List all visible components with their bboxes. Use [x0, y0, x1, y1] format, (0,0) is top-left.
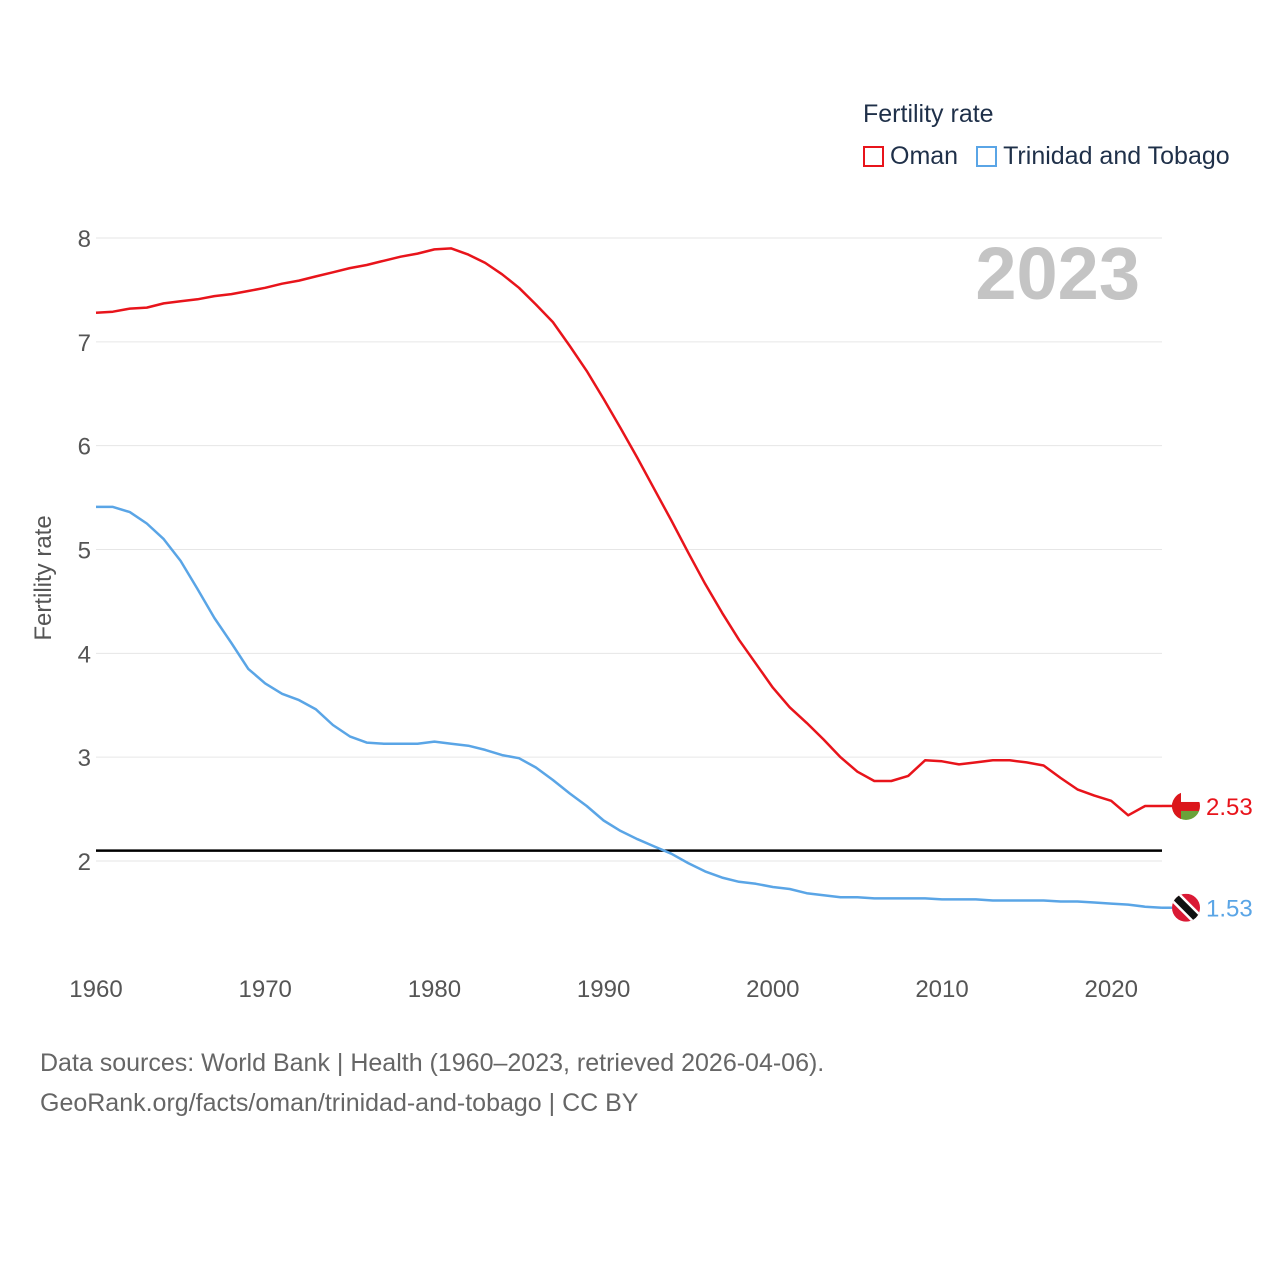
- year-label: 2023: [975, 232, 1140, 315]
- series-lines: [95, 247, 1163, 909]
- y-tick-label: 8: [78, 226, 91, 253]
- series-line-trinidad-and-tobago: [96, 505, 1163, 909]
- y-tick-label: 4: [78, 641, 91, 668]
- flag-icon-oman: [1172, 791, 1200, 820]
- end-label-oman: 2.53: [1206, 794, 1253, 821]
- source-line-1: Data sources: World Bank | Health (1960–…: [40, 1049, 825, 1077]
- legend-item-trinidad-and-tobago[interactable]: Trinidad and Tobago: [976, 142, 1230, 171]
- grid-lines: [96, 237, 1162, 862]
- x-tick-label: 2010: [915, 976, 968, 1003]
- y-axis-label: Fertility rate: [30, 515, 57, 640]
- end-markers: 2.53 1.53: [1162, 791, 1253, 923]
- x-tick-label: 1970: [239, 976, 292, 1003]
- legend-swatch-trinidad-and-tobago: [976, 146, 998, 167]
- x-tick-label: 1960: [69, 976, 122, 1003]
- source-line-2[interactable]: GeoRank.org/facts/oman/trinidad-and-toba…: [40, 1089, 639, 1117]
- x-tick-label: 1980: [408, 976, 461, 1003]
- y-tick-label: 6: [78, 434, 91, 461]
- source-note: Data sources: World Bank | Health (1960–…: [40, 1043, 824, 1123]
- y-tick-labels: 2 3 4 5 6 7 8: [78, 226, 91, 876]
- y-tick-label: 2: [78, 849, 91, 876]
- legend-swatch-oman: [863, 146, 884, 167]
- x-tick-label: 2000: [746, 976, 799, 1003]
- end-label-trinidad-and-tobago: 1.53: [1206, 896, 1253, 923]
- x-tick-labels: 1960 1970 1980 1990 2000 2010 2020: [69, 976, 1138, 1003]
- legend-label-oman: Oman: [890, 142, 959, 170]
- y-tick-label: 3: [78, 745, 91, 772]
- y-tick-label: 7: [78, 330, 91, 357]
- legend-item-oman[interactable]: Oman: [863, 142, 958, 171]
- x-tick-label: 1990: [577, 976, 630, 1003]
- flag-icon-trinidad-and-tobago: [1172, 893, 1200, 922]
- legend-title: Fertility rate: [863, 100, 994, 128]
- legend: Oman Trinidad and Tobago: [863, 142, 1248, 171]
- series-line-oman: [95, 247, 1162, 817]
- y-tick-label: 5: [78, 538, 91, 565]
- x-tick-label: 2020: [1085, 976, 1138, 1003]
- legend-label-trinidad-and-tobago: Trinidad and Tobago: [1003, 142, 1230, 170]
